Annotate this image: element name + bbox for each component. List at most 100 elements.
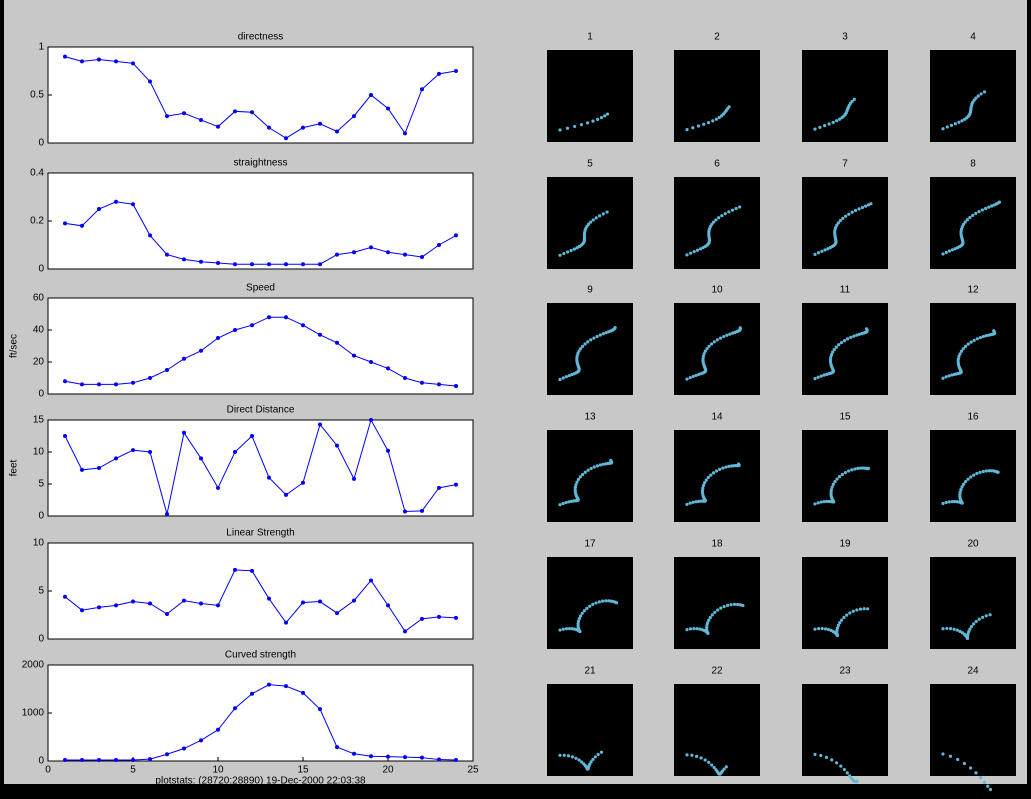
trajectory-dot: [835, 119, 838, 122]
trajectory-dot: [973, 339, 976, 342]
data-point: [63, 758, 67, 762]
trajectory-dot: [856, 780, 859, 783]
trajectory-dot: [817, 376, 820, 379]
trajectory-dot: [730, 603, 733, 606]
trajectory-dot: [979, 776, 982, 779]
trajectory-dot: [586, 340, 589, 343]
data-point: [420, 756, 424, 760]
trajectory-dot: [733, 603, 736, 606]
trajectory-dot: [573, 248, 576, 251]
data-point: [216, 261, 220, 265]
trajectory-dot: [945, 251, 948, 254]
trajectory-dot: [603, 114, 606, 117]
trajectory-dot: [565, 627, 568, 630]
data-point: [420, 255, 424, 259]
data-point: [148, 233, 152, 237]
x-tick-label: 25: [467, 765, 479, 776]
y-tick-label: 0: [38, 389, 44, 400]
data-point: [233, 450, 237, 454]
trajectory-dot: [820, 374, 823, 377]
data-point: [148, 376, 152, 380]
data-point: [114, 59, 118, 63]
trajectory-dot: [691, 126, 694, 129]
trajectory-dot: [567, 754, 570, 757]
chart-title: Linear Strength: [226, 528, 294, 539]
trajectory-dot: [581, 345, 584, 348]
trajectory-dot: [964, 345, 967, 348]
trajectory-dot: [813, 253, 816, 256]
data-point: [97, 466, 101, 470]
trajectory-dot: [964, 480, 967, 483]
trajectory-dot: [983, 781, 986, 784]
data-point: [454, 616, 458, 620]
trajectory-dot: [817, 251, 820, 254]
data-point: [216, 603, 220, 607]
data-point: [216, 728, 220, 732]
frame-label: 23: [839, 666, 851, 677]
trajectory-dot: [709, 474, 712, 477]
trajectory-dot: [563, 754, 566, 757]
trajectory-dot: [945, 375, 948, 378]
trajectory-dot: [866, 607, 869, 610]
trajectory-dot: [692, 501, 695, 504]
y-tick-label: 5: [38, 479, 44, 490]
trajectory-dot: [840, 341, 843, 344]
data-point: [199, 601, 203, 605]
data-point: [148, 450, 152, 454]
trajectory-dot: [709, 616, 712, 619]
trajectory-dot: [954, 122, 957, 125]
trajectory-dot: [941, 377, 944, 380]
trajectory-dot: [852, 610, 855, 613]
trajectory-dot: [867, 467, 870, 470]
trajectory-dot: [685, 128, 688, 131]
trajectory-dot: [985, 469, 988, 472]
trajectory-dot: [839, 219, 842, 222]
trajectory-dot: [689, 376, 692, 379]
trajectory-dot: [712, 221, 715, 224]
trajectory-dot: [957, 121, 960, 124]
trajectory-dot: [738, 205, 741, 208]
trajectory-dot: [615, 601, 618, 604]
trajectory-dot: [969, 475, 972, 478]
frame-label: 9: [587, 285, 593, 296]
data-point: [97, 207, 101, 211]
trajectory-dot: [590, 467, 593, 470]
data-point: [454, 384, 458, 388]
frame-image: [802, 684, 888, 776]
trajectory-dot: [599, 333, 602, 336]
frame-image: [547, 430, 633, 522]
data-point: [352, 599, 356, 603]
trajectory-dot: [707, 345, 710, 348]
data-point: [80, 608, 84, 612]
x-tick-label: 5: [130, 765, 136, 776]
data-point: [301, 262, 305, 266]
trajectory-dot: [984, 207, 987, 210]
trajectory-dot: [580, 123, 583, 126]
trajectory-dot: [592, 218, 595, 221]
trajectory-dot: [820, 250, 823, 253]
data-point: [165, 612, 169, 616]
data-point: [369, 418, 373, 422]
frame-label: 21: [584, 666, 596, 677]
data-point: [148, 80, 152, 84]
data-point: [284, 684, 288, 688]
trajectory-dot: [842, 616, 845, 619]
trajectory-dot: [869, 202, 872, 205]
y-tick-label: 0: [38, 138, 44, 149]
data-point: [63, 55, 67, 59]
axes: [48, 665, 473, 761]
trajectory-dot: [731, 208, 734, 211]
data-point: [182, 747, 186, 751]
trajectory-dot: [847, 469, 850, 472]
data-point: [369, 93, 373, 97]
trajectory-dot: [558, 503, 561, 506]
y-tick-label: 0: [38, 634, 44, 645]
trajectory-dot: [850, 468, 853, 471]
trajectory-dot: [972, 473, 975, 476]
trajectory-dot: [974, 212, 977, 215]
trajectory-dot: [988, 613, 991, 616]
data-point: [284, 493, 288, 497]
frame-label: 14: [711, 412, 723, 423]
trajectory-dot: [863, 607, 866, 610]
trajectory-dot: [704, 758, 707, 761]
